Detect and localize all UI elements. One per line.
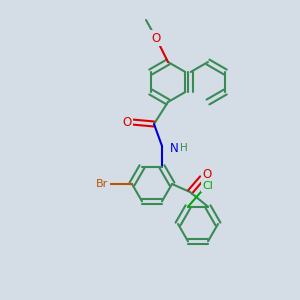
Text: Cl: Cl (202, 181, 213, 191)
Text: O: O (202, 169, 211, 182)
Text: H: H (180, 143, 188, 153)
Text: N: N (169, 142, 178, 154)
Text: O: O (122, 116, 132, 128)
Text: Br: Br (96, 179, 108, 189)
Text: O: O (152, 32, 160, 44)
